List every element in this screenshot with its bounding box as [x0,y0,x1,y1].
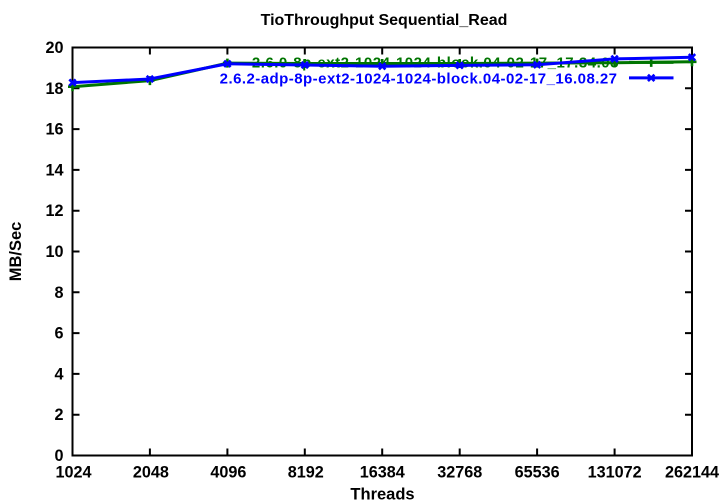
svg-text:65536: 65536 [515,463,560,481]
svg-text:MB/Sec: MB/Sec [7,222,25,282]
svg-text:8192: 8192 [288,463,324,481]
svg-text:12: 12 [45,202,63,220]
svg-text:8: 8 [54,284,63,302]
svg-text:2.6.2-adp-8p-ext2-1024-1024-bl: 2.6.2-adp-8p-ext2-1024-1024-block.04-02-… [220,71,618,88]
svg-text:6: 6 [54,325,63,343]
svg-text:32768: 32768 [437,463,482,481]
svg-text:0: 0 [54,447,63,465]
svg-text:10: 10 [45,243,63,261]
svg-text:20: 20 [45,39,63,57]
svg-text:262144: 262144 [665,463,719,481]
svg-text:Threads: Threads [350,486,414,504]
svg-text:16384: 16384 [360,463,405,481]
svg-text:16: 16 [45,121,63,139]
svg-text:131072: 131072 [588,463,642,481]
svg-text:4: 4 [54,365,63,383]
svg-text:2: 2 [54,406,63,424]
svg-text:TioThroughput Sequential_Read: TioThroughput Sequential_Read [261,12,508,29]
svg-text:14: 14 [45,161,63,179]
svg-text:2048: 2048 [133,463,169,481]
svg-text:18: 18 [45,80,63,98]
svg-text:1024: 1024 [55,463,91,481]
svg-text:4096: 4096 [210,463,246,481]
